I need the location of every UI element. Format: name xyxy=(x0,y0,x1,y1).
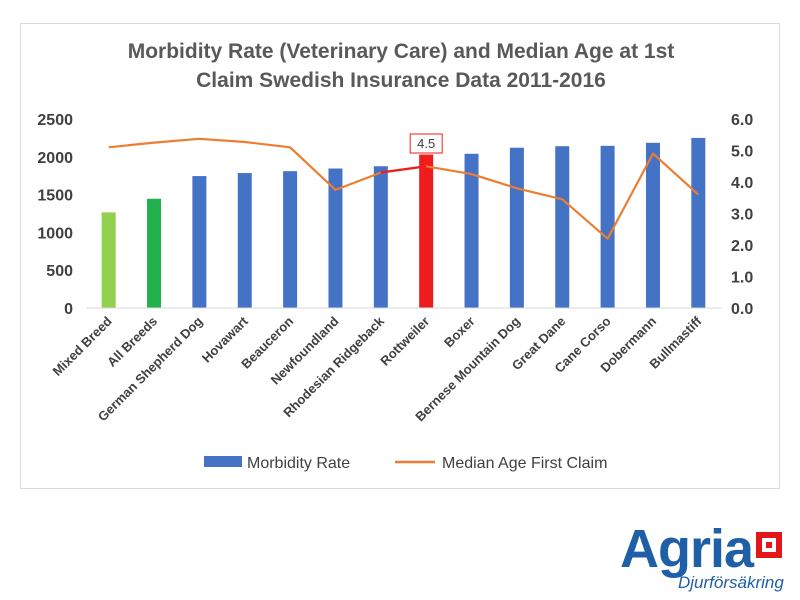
bar-all-breeds xyxy=(147,198,162,308)
chart-title-line-2: Claim Swedish Insurance Data 2011-2016 xyxy=(196,69,606,92)
y-axis-right: 0.0 1.0 2.0 3.0 4.0 5.0 6.0 xyxy=(731,112,753,318)
y-right-tick-label: 0.0 xyxy=(731,301,753,318)
bar-series xyxy=(101,137,706,308)
x-tick-label: Rottweiler xyxy=(377,314,432,369)
y-left-tick-label: 0 xyxy=(64,301,73,318)
annotation-group: 4.5 xyxy=(409,133,443,154)
annotation-box xyxy=(409,133,443,154)
y-axis-left: 0 500 1000 1500 2000 2500 xyxy=(37,112,73,318)
annotation-label: 4.5 xyxy=(417,136,435,151)
y-right-tick-label: 5.0 xyxy=(731,144,753,161)
y-left-tick-label: 1000 xyxy=(37,225,73,242)
bar-mixed-breed xyxy=(101,212,116,308)
x-tick-label: Boxer xyxy=(441,314,478,351)
bar-great-dane xyxy=(555,146,570,308)
bar-german-shepherd-dog xyxy=(192,176,207,308)
y-right-tick-label: 3.0 xyxy=(731,207,753,224)
bar-rottweiler xyxy=(419,154,434,308)
logo-tagline: Djurförsäkring xyxy=(678,573,784,592)
legend-label-morbidity: Morbidity Rate xyxy=(247,455,350,472)
y-right-tick-label: 4.0 xyxy=(731,175,753,192)
y-right-tick-label: 6.0 xyxy=(731,112,753,129)
bar-dobermann xyxy=(645,142,660,308)
chart-title-line-1: Morbidity Rate (Veterinary Care) and Med… xyxy=(128,40,675,63)
bar-bernese-mountain-dog xyxy=(509,147,524,308)
y-left-tick-label: 1500 xyxy=(37,188,73,205)
y-right-tick-label: 1.0 xyxy=(731,270,753,287)
legend-swatch-bar xyxy=(204,456,242,467)
chart-frame: Morbidity Rate (Veterinary Care) and Med… xyxy=(20,23,780,489)
agria-logo: Agria Djurförsäkring xyxy=(620,519,784,592)
y-left-tick-label: 2500 xyxy=(37,112,73,129)
logo-accent-dot xyxy=(766,542,772,548)
bar-beauceron xyxy=(283,171,298,308)
bar-hovawart xyxy=(237,173,252,308)
bar-rhodesian-ridgeback xyxy=(373,166,388,308)
legend-label-median-age: Median Age First Claim xyxy=(442,455,607,472)
y-right-tick-label: 2.0 xyxy=(731,238,753,255)
y-left-tick-label: 500 xyxy=(46,263,73,280)
legend: Morbidity Rate Median Age First Claim xyxy=(204,455,607,472)
line-series xyxy=(108,137,700,240)
y-left-tick-label: 2000 xyxy=(37,150,73,167)
x-tick-label: Mixed Breed xyxy=(50,313,115,378)
bar-boxer xyxy=(464,153,479,308)
bar-cane-corso xyxy=(600,145,615,308)
bar-bullmastiff xyxy=(691,137,706,308)
chart-svg: Morbidity Rate (Veterinary Care) and Med… xyxy=(37,40,753,472)
bar-newfoundland xyxy=(328,168,343,308)
logo-brand-text: Agria xyxy=(620,519,755,579)
median-age-line-highlight xyxy=(380,165,427,174)
